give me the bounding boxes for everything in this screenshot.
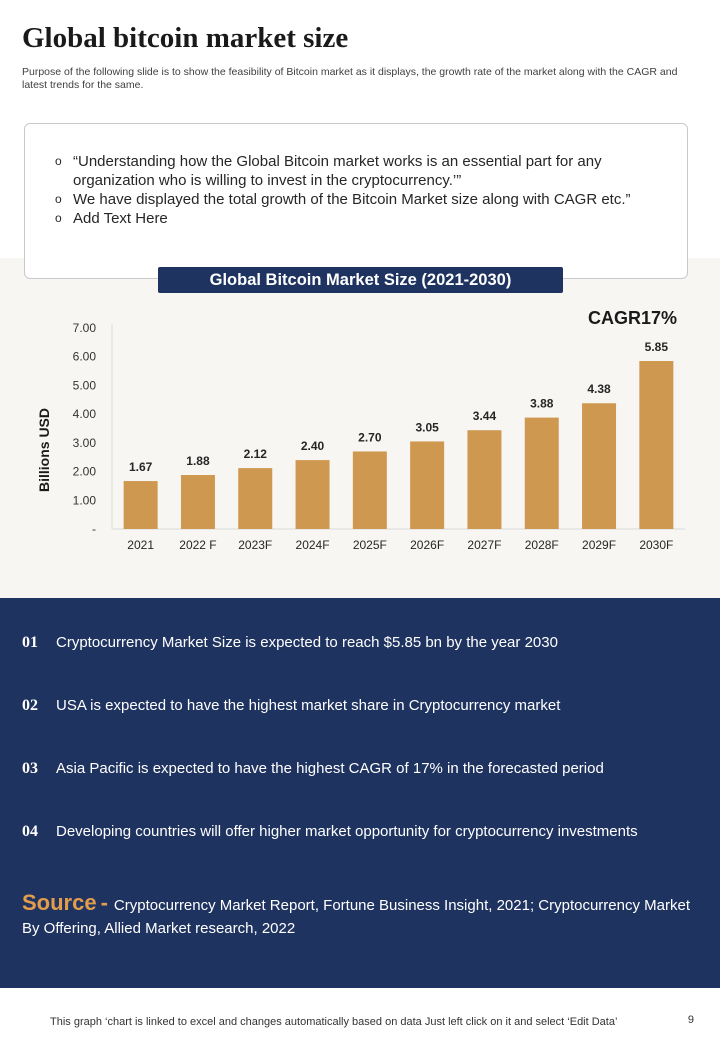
key-point-2: 02 USA is expected to have the highest ma… [22,697,560,715]
quote-item: Add Text Here [55,209,667,228]
footer-note: This graph ‘chart is linked to excel and… [50,1016,618,1028]
bar [352,451,387,529]
y-tick-label: 1.00 [73,493,97,507]
source-separator: - [100,890,108,915]
bar-value-label: 3.44 [473,409,497,423]
y-tick-label: 5.00 [73,378,97,392]
bar [180,475,215,529]
bar-value-label: 2.12 [244,447,268,461]
y-tick-label: - [92,522,96,536]
x-tick-label: 2022 F [179,538,216,552]
quote-box: “Understanding how the Global Bitcoin ma… [24,123,688,279]
point-text: USA is expected to have the highest mark… [56,697,561,714]
bar [410,441,445,529]
y-tick-label: 3.00 [73,436,97,450]
bar-value-label: 5.85 [645,340,669,354]
x-tick-label: 2025F [353,538,387,552]
y-axis-title: Billions USD [36,408,52,492]
point-number: 02 [22,697,38,714]
page-subtitle: Purpose of the following slide is to sho… [22,66,678,91]
bar [524,417,559,529]
x-tick-label: 2026F [410,538,444,552]
bar-value-label: 1.88 [186,454,210,468]
bar-value-label: 3.88 [530,397,554,411]
bar [639,361,674,529]
chart-title: Global Bitcoin Market Size (2021-2030) [158,267,563,293]
point-text: Cryptocurrency Market Size is expected t… [56,634,558,651]
bar [295,460,330,529]
quote-list: “Understanding how the Global Bitcoin ma… [25,124,687,228]
key-point-1: 01 Cryptocurrency Market Size is expected… [22,634,558,652]
point-number: 04 [22,823,38,840]
page-title: Global bitcoin market size [22,22,349,54]
x-tick-label: 2027F [467,538,501,552]
cagr-label: CAGR17% [587,308,677,328]
point-number: 03 [22,760,38,777]
x-tick-label: 2030F [639,538,673,552]
x-tick-label: 2021 [127,538,154,552]
source-citation: Source - Cryptocurrency Market Report, For… [22,891,692,940]
bar [467,430,502,529]
bar [238,468,273,529]
y-tick-label: 6.00 [73,350,97,364]
bar [582,403,617,529]
bar-chart[interactable]: - 1.00 2.00 3.00 4.00 5.00 6.00 7.00 Billions US… [0,300,720,570]
y-tick-label: 2.00 [73,465,97,479]
bar-value-label: 4.38 [587,382,611,396]
bar-value-label: 2.70 [358,430,382,444]
bar-value-label: 2.40 [301,439,325,453]
x-tick-label: 2029F [582,538,616,552]
y-tick-label: 7.00 [73,321,97,335]
point-text: Developing countries will offer higher m… [56,823,638,840]
bar-value-label: 1.67 [129,460,153,474]
key-points-section: 01 Cryptocurrency Market Size is expected… [0,598,720,988]
bar-value-label: 3.05 [415,420,439,434]
quote-item: “Understanding how the Global Bitcoin ma… [55,152,667,190]
page-number: 9 [687,1014,694,1026]
quote-item: We have displayed the total growth of th… [55,190,667,209]
key-point-3: 03 Asia Pacific is expected to have the h… [22,760,604,778]
x-tick-label: 2028F [525,538,559,552]
x-tick-label: 2023F [238,538,272,552]
y-tick-label: 4.00 [73,407,97,421]
source-text: Cryptocurrency Market Report, Fortune Bu… [22,897,690,937]
point-number: 01 [22,634,38,651]
key-point-4: 04 Developing countries will offer higher… [22,823,638,841]
source-label: Source [22,890,97,915]
point-text: Asia Pacific is expected to have the hig… [56,760,604,777]
x-tick-label: 2024F [296,538,330,552]
bar [123,481,158,529]
